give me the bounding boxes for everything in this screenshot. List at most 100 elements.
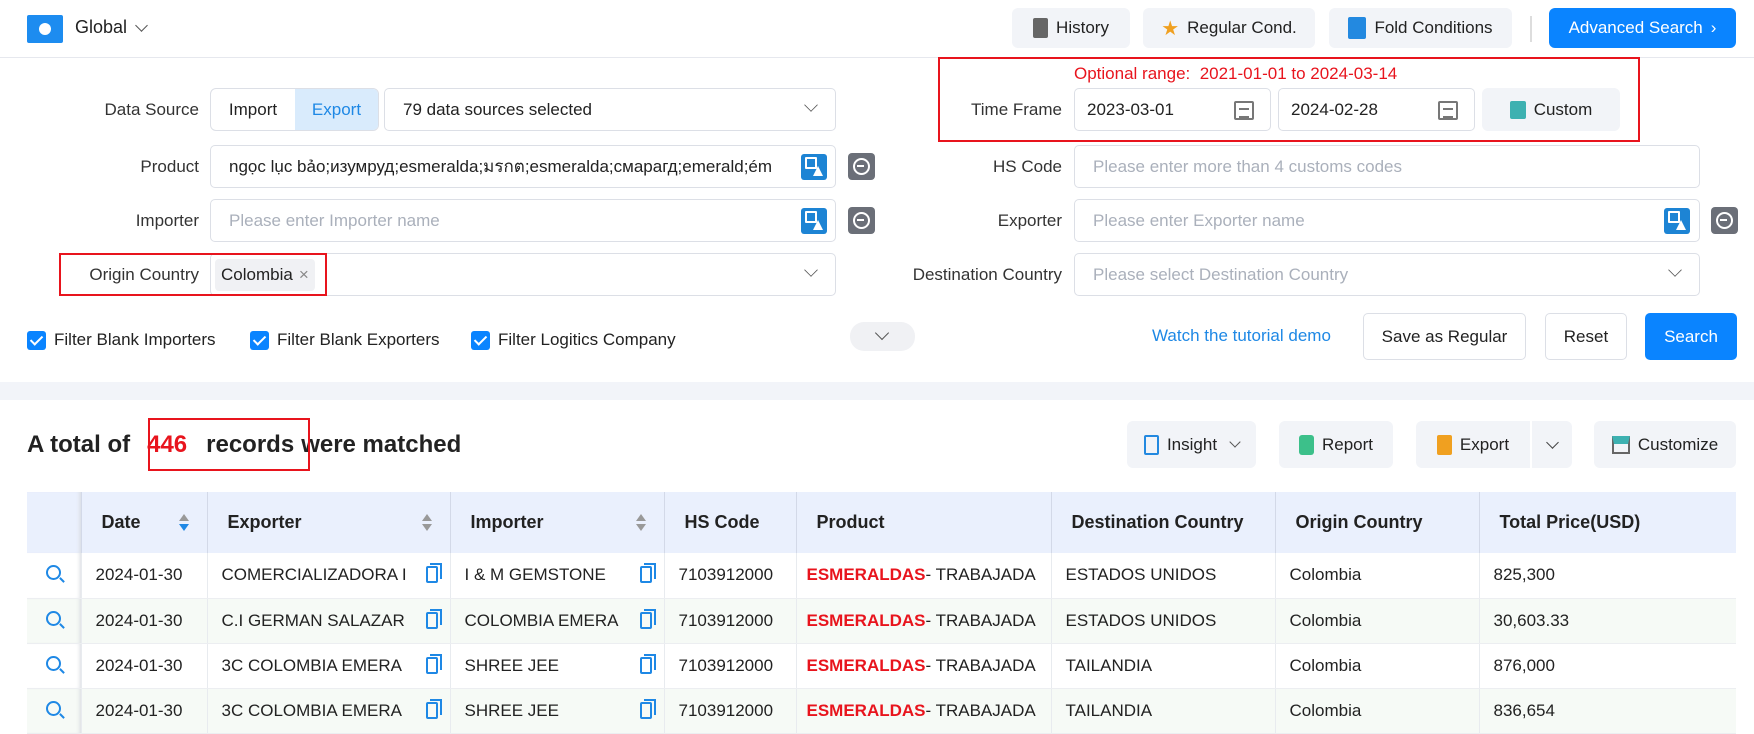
report-button[interactable]: Report [1279, 421, 1393, 468]
search-minus-icon[interactable] [848, 153, 875, 180]
translate-icon[interactable] [801, 208, 827, 234]
copy-icon[interactable] [639, 608, 656, 629]
history-label: History [1056, 18, 1109, 37]
header-label: Importer [470, 512, 544, 532]
cell-importer[interactable]: SHREE JEE [449, 643, 664, 689]
section-divider [0, 382, 1754, 400]
insight-button[interactable]: Insight [1127, 421, 1256, 468]
filter-blank-exporters[interactable]: Filter Blank Exporters [250, 328, 440, 352]
destination-country-select[interactable]: Please select Destination Country [1074, 253, 1700, 296]
copy-icon[interactable] [425, 563, 442, 583]
cell-total-price: 30,603.33 [1478, 598, 1736, 644]
exporter-input[interactable]: Please enter Exporter name [1074, 199, 1700, 242]
hs-code-placeholder: Please enter more than 4 customs codes [1093, 156, 1402, 176]
copy-icon[interactable] [639, 563, 656, 583]
row-detail-button[interactable] [27, 688, 81, 734]
sort-icon[interactable] [421, 514, 432, 534]
hs-code-label: HS Code [993, 157, 1062, 176]
filter-logistics-company[interactable]: Filter Logitics Company [471, 328, 676, 352]
chevron-down-icon [135, 18, 148, 32]
results-count-highlight [148, 418, 310, 471]
cell-exporter[interactable]: COMERCIALIZADORA I [206, 553, 450, 599]
hs-code-input[interactable]: Please enter more than 4 customs codes [1074, 145, 1700, 188]
cell-total-price: 825,300 [1478, 553, 1736, 599]
cell-hs-code: 7103912000 [663, 553, 796, 599]
origin-tag-label: Colombia [221, 264, 293, 284]
row-detail-button[interactable] [27, 598, 81, 644]
export-dropdown-button[interactable] [1532, 421, 1572, 468]
regular-cond-button[interactable]: ★ Regular Cond. [1143, 8, 1315, 48]
search-minus-icon[interactable] [848, 207, 875, 234]
origin-tag: Colombia × [215, 258, 315, 291]
exporter-value: 3C COLOMBIA EMERA [221, 655, 402, 675]
row-detail-button[interactable] [27, 643, 81, 689]
history-button[interactable]: History [1012, 8, 1130, 48]
end-date-value: 2024-02-28 [1291, 99, 1378, 119]
copy-icon[interactable] [639, 698, 656, 719]
exporter-placeholder: Please enter Exporter name [1093, 210, 1305, 230]
importer-label: Importer [135, 211, 199, 230]
save-as-regular-button[interactable]: Save as Regular [1363, 313, 1526, 360]
product-rest: - TRABAJADA [925, 655, 1036, 675]
translate-icon[interactable] [1664, 208, 1690, 234]
export-button[interactable]: Export [1416, 421, 1530, 468]
cell-destination: ESTADOS UNIDOS [1050, 598, 1275, 644]
reset-button[interactable]: Reset [1545, 313, 1627, 360]
filter-blank-importers[interactable]: Filter Blank Importers [27, 328, 216, 352]
cell-exporter[interactable]: 3C COLOMBIA EMERA [206, 643, 450, 689]
copy-icon[interactable] [425, 698, 442, 719]
custom-button[interactable]: Custom [1482, 88, 1620, 131]
row-detail-button[interactable] [27, 553, 81, 599]
header-date[interactable]: Date [80, 492, 207, 553]
start-date-value: 2023-03-01 [1087, 99, 1174, 119]
copy-icon[interactable] [425, 608, 442, 629]
cell-importer[interactable]: COLOMBIA EMERA [449, 598, 664, 644]
fold-conditions-button[interactable]: Fold Conditions [1329, 8, 1512, 48]
close-icon[interactable]: × [298, 264, 309, 284]
time-frame-label: Time Frame [971, 100, 1062, 119]
results-table: Date Exporter Importer HS Code Product D… [27, 492, 1736, 734]
export-option[interactable]: Export [295, 89, 378, 130]
cell-exporter[interactable]: 3C COLOMBIA EMERA [206, 688, 450, 734]
header-importer[interactable]: Importer [449, 492, 664, 553]
checkbox-checked-icon [471, 330, 490, 350]
header-product: Product [795, 492, 1051, 553]
header-destination: Destination Country [1050, 492, 1275, 553]
translate-icon[interactable] [801, 154, 827, 180]
header-label: Exporter [227, 512, 302, 532]
results-summary: A total of 446 records were matched [27, 431, 461, 459]
chevron-down-icon [804, 263, 818, 277]
copy-icon[interactable] [425, 653, 442, 674]
advanced-search-button[interactable]: Advanced Search › [1549, 8, 1736, 48]
scope-selector[interactable]: Global [75, 17, 148, 38]
cell-hs-code: 7103912000 [663, 598, 796, 644]
optional-range: Optional range: 2021-01-01 to 2024-03-14 [1074, 64, 1398, 83]
cell-importer[interactable]: I & M GEMSTONE [449, 553, 664, 599]
origin-country-select[interactable]: Colombia × [210, 253, 836, 296]
chevron-down-icon [804, 98, 818, 112]
customize-button[interactable]: Customize [1594, 421, 1736, 468]
header-exporter[interactable]: Exporter [206, 492, 450, 553]
sort-icon[interactable] [635, 514, 646, 534]
import-option[interactable]: Import [228, 100, 278, 119]
search-button[interactable]: Search [1645, 313, 1737, 360]
start-date-input[interactable]: 2023-03-01 [1074, 88, 1271, 131]
data-sources-select[interactable]: 79 data sources selected [384, 88, 836, 131]
end-date-input[interactable]: 2024-02-28 [1278, 88, 1475, 131]
sort-icon[interactable] [178, 514, 189, 534]
cell-importer[interactable]: SHREE JEE [449, 688, 664, 734]
product-input[interactable]: ngọc lục bảo;изумруд;esmeralda;มรกต;esme… [210, 145, 836, 188]
chevron-down-icon [874, 325, 890, 341]
copy-icon[interactable] [639, 653, 656, 674]
expand-button[interactable] [850, 322, 915, 351]
search-minus-icon[interactable] [1711, 207, 1738, 234]
tutorial-link[interactable]: Watch the tutorial demo [1152, 326, 1331, 345]
cell-exporter[interactable]: C.I GERMAN SALAZAR [206, 598, 450, 644]
customize-icon [1611, 435, 1630, 454]
global-icon[interactable] [27, 15, 63, 43]
header-total-price: Total Price(USD) [1478, 492, 1736, 553]
product-highlight: ESMERALDAS [806, 700, 926, 720]
table-row: 2024-01-30 COMERCIALIZADORA I I & M GEMS… [27, 553, 1736, 599]
report-icon [1298, 434, 1314, 455]
importer-input[interactable]: Please enter Importer name [210, 199, 836, 242]
